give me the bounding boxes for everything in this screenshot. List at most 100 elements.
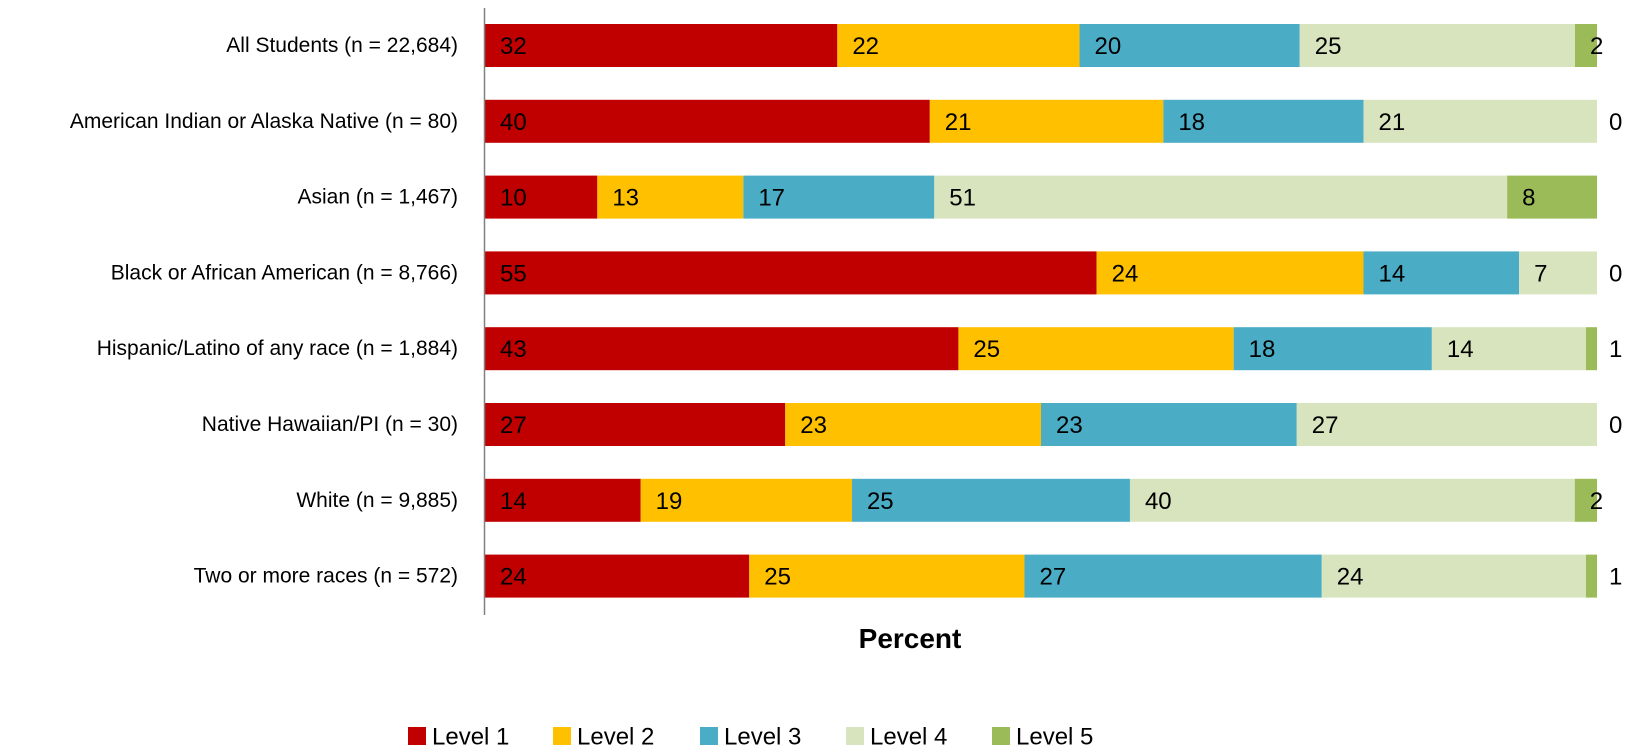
- data-label: 10: [500, 185, 527, 212]
- bar-segment: [1079, 24, 1300, 67]
- legend-label: Level 4: [870, 724, 947, 750]
- data-label: 2: [1590, 33, 1603, 60]
- data-label: 24: [1337, 564, 1364, 591]
- bar-segment: [1574, 478, 1597, 522]
- bar-segment: [485, 403, 786, 446]
- data-label: 0: [1609, 260, 1622, 287]
- bar-segment: [749, 554, 1025, 598]
- bar-segment: [485, 24, 838, 67]
- bar-segment: [1431, 327, 1586, 371]
- data-label: 0: [1609, 109, 1622, 136]
- data-label: 8: [1522, 185, 1535, 212]
- data-label: 40: [1145, 488, 1172, 515]
- category-label: All Students (n = 22,684): [226, 34, 458, 57]
- data-label: 14: [500, 488, 527, 515]
- bar-segment: [485, 554, 750, 598]
- bar-segment: [1024, 554, 1322, 598]
- labels-layer: All Students (n = 22,684) 32 22 20 25 2Americ…: [70, 33, 1622, 591]
- bar-segment: [1299, 24, 1575, 67]
- data-label: 43: [500, 336, 527, 363]
- bar-segment: [851, 478, 1130, 522]
- legend: Level 1 Level 2 Level 3 Level 4 Level 5: [408, 724, 1093, 750]
- legend-item: Level 5: [992, 724, 1093, 750]
- bar-segment: [1363, 251, 1520, 295]
- category-label: American Indian or Alaska Native (n = 80…: [70, 110, 458, 133]
- bar-segment: [929, 99, 1164, 143]
- bar-segment: [485, 327, 959, 371]
- bar-segment: [1163, 99, 1364, 143]
- data-label: 27: [500, 412, 527, 439]
- data-label: 40: [500, 109, 527, 136]
- category-label: Two or more races (n = 572): [194, 565, 458, 588]
- bar-segment: [1363, 99, 1597, 143]
- legend-label: Level 1: [432, 724, 509, 750]
- legend-label: Level 5: [1016, 724, 1093, 750]
- legend-swatch: [992, 727, 1010, 745]
- data-label: 22: [852, 33, 879, 60]
- data-label: 20: [1095, 33, 1122, 60]
- bar-segment: [485, 478, 641, 522]
- legend-swatch: [846, 727, 864, 745]
- bar-segment: [485, 175, 598, 219]
- data-label: 27: [1039, 564, 1066, 591]
- bar-segment: [485, 99, 930, 143]
- data-label: 23: [800, 412, 827, 439]
- data-label: 32: [500, 33, 527, 60]
- bar-segment: [485, 251, 1097, 295]
- bar-segment: [1507, 175, 1597, 219]
- bar-segment: [934, 175, 1508, 219]
- data-label: 1: [1609, 336, 1622, 363]
- data-label: 25: [973, 336, 1000, 363]
- bar-segment: [1041, 403, 1297, 446]
- data-label: 21: [1378, 109, 1405, 136]
- data-label: 25: [764, 564, 791, 591]
- category-label: Hispanic/Latino of any race (n = 1,884): [97, 337, 458, 360]
- bar-segment: [597, 175, 744, 219]
- data-label: 0: [1609, 412, 1622, 439]
- data-label: 25: [1315, 33, 1342, 60]
- legend-item: Level 4: [846, 724, 947, 750]
- data-label: 21: [945, 109, 972, 136]
- legend-label: Level 3: [724, 724, 801, 750]
- bar-segment: [958, 327, 1234, 371]
- legend-swatch: [700, 727, 718, 745]
- bar-segment: [837, 24, 1080, 67]
- data-label: 2: [1590, 488, 1603, 515]
- data-label: 24: [1112, 260, 1139, 287]
- bar-segment: [785, 403, 1041, 446]
- bar-segment: [1321, 554, 1586, 598]
- legend-label: Level 2: [577, 724, 654, 750]
- legend-swatch: [408, 727, 426, 745]
- bar-segment: [1096, 251, 1364, 295]
- data-label: 25: [867, 488, 894, 515]
- data-label: 24: [500, 564, 527, 591]
- category-label: Black or African American (n = 8,766): [111, 261, 458, 284]
- data-label: 18: [1249, 336, 1276, 363]
- data-label: 23: [1056, 412, 1083, 439]
- data-label: 18: [1178, 109, 1205, 136]
- data-label: 14: [1447, 336, 1474, 363]
- legend-item: Level 3: [700, 724, 801, 750]
- bar-segment: [1574, 24, 1597, 67]
- data-label: 19: [656, 488, 683, 515]
- data-label: 13: [612, 185, 639, 212]
- data-label: 27: [1312, 412, 1339, 439]
- bar-segment: [1296, 403, 1597, 446]
- bar-segment: [1585, 554, 1597, 598]
- legend-swatch: [553, 727, 571, 745]
- x-axis-title: Percent: [859, 623, 962, 654]
- category-label: White (n = 9,885): [296, 489, 458, 512]
- bar-segment: [1585, 327, 1597, 371]
- data-label: 1: [1609, 564, 1622, 591]
- category-label: Asian (n = 1,467): [297, 186, 458, 209]
- legend-item: Level 1: [408, 724, 509, 750]
- bar-segment: [1233, 327, 1432, 371]
- data-label: 17: [758, 185, 785, 212]
- data-label: 7: [1534, 260, 1547, 287]
- bar-segment: [1129, 478, 1575, 522]
- bar-segment: [743, 175, 935, 219]
- data-label: 55: [500, 260, 527, 287]
- bar-segment: [640, 478, 852, 522]
